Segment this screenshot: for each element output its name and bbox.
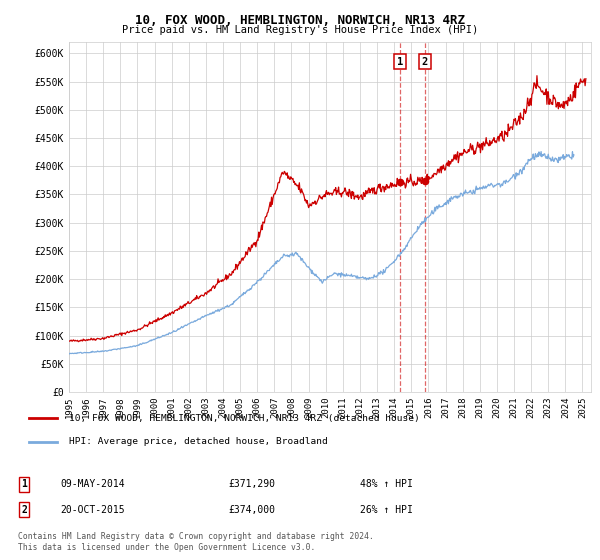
Text: 2: 2 xyxy=(422,57,428,67)
Text: 10, FOX WOOD, HEMBLINGTON, NORWICH, NR13 4RZ (detached house): 10, FOX WOOD, HEMBLINGTON, NORWICH, NR13… xyxy=(69,414,419,423)
Text: 2: 2 xyxy=(21,505,27,515)
Text: HPI: Average price, detached house, Broadland: HPI: Average price, detached house, Broa… xyxy=(69,437,328,446)
Text: £371,290: £371,290 xyxy=(228,479,275,489)
Text: Contains HM Land Registry data © Crown copyright and database right 2024.
This d: Contains HM Land Registry data © Crown c… xyxy=(18,533,374,552)
Text: 26% ↑ HPI: 26% ↑ HPI xyxy=(360,505,413,515)
Text: 20-OCT-2015: 20-OCT-2015 xyxy=(60,505,125,515)
Text: 10, FOX WOOD, HEMBLINGTON, NORWICH, NR13 4RZ: 10, FOX WOOD, HEMBLINGTON, NORWICH, NR13… xyxy=(135,14,465,27)
Text: £374,000: £374,000 xyxy=(228,505,275,515)
Text: 48% ↑ HPI: 48% ↑ HPI xyxy=(360,479,413,489)
Text: 09-MAY-2014: 09-MAY-2014 xyxy=(60,479,125,489)
Text: 1: 1 xyxy=(397,57,403,67)
Text: Price paid vs. HM Land Registry's House Price Index (HPI): Price paid vs. HM Land Registry's House … xyxy=(122,25,478,35)
Text: 1: 1 xyxy=(21,479,27,489)
